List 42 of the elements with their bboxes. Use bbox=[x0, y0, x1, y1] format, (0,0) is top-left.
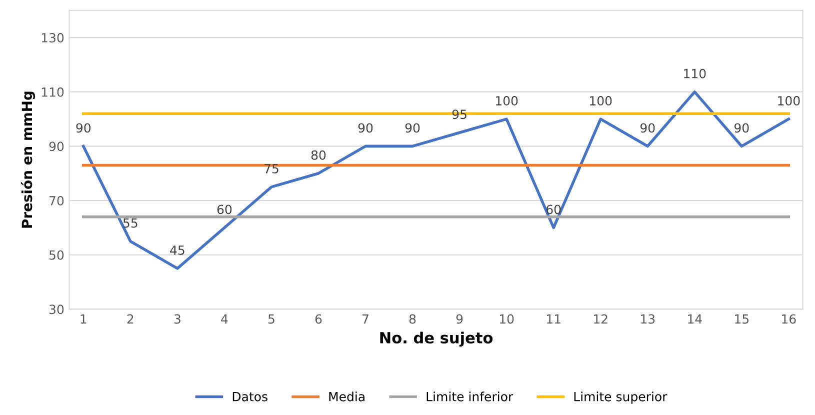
data-label: 45 bbox=[170, 246, 184, 255]
legend-label: Limite inferior bbox=[426, 392, 514, 402]
y-tick-label: 130 bbox=[42, 33, 64, 42]
data-label: 100 bbox=[778, 96, 800, 106]
data-label: 75 bbox=[264, 164, 278, 174]
legend-label: Limite superior bbox=[574, 392, 668, 404]
data-label: 100 bbox=[496, 96, 518, 106]
y-tick-label: 90 bbox=[49, 142, 64, 152]
x-tick-label: 12 bbox=[594, 314, 608, 324]
y-tick-label: 30 bbox=[49, 304, 64, 314]
x-tick-label: 14 bbox=[688, 314, 702, 324]
x-tick-label: 1 bbox=[80, 314, 86, 324]
x-tick-label: 4 bbox=[221, 314, 228, 324]
data-label: 90 bbox=[405, 123, 420, 133]
x-tick-label: 10 bbox=[500, 314, 514, 324]
x-tick-label: 13 bbox=[641, 314, 655, 324]
x-tick-label: 2 bbox=[127, 314, 134, 324]
y-axis-title: Presión en mmHg bbox=[20, 92, 35, 228]
legend-label: Datos bbox=[232, 392, 268, 402]
data-label: 90 bbox=[76, 123, 91, 133]
x-axis-title: No. de sujeto bbox=[380, 332, 493, 347]
x-tick-label: 6 bbox=[315, 314, 322, 324]
data-label: 110 bbox=[684, 68, 706, 78]
data-label: 80 bbox=[311, 150, 326, 160]
y-tick-label: 70 bbox=[50, 196, 64, 206]
data-label: 90 bbox=[640, 123, 655, 133]
x-tick-label: 11 bbox=[546, 314, 560, 324]
x-tick-label: 15 bbox=[735, 314, 749, 324]
data-label: 100 bbox=[590, 96, 612, 106]
legend-label: Media bbox=[329, 392, 364, 402]
x-tick-label: 8 bbox=[409, 314, 416, 324]
x-tick-label: 16 bbox=[782, 314, 796, 324]
y-tick-label: 50 bbox=[49, 250, 64, 260]
x-tick-label: 5 bbox=[268, 314, 274, 324]
data-label: 60 bbox=[217, 204, 232, 214]
data-label: 90 bbox=[358, 123, 373, 133]
x-tick-label: 9 bbox=[456, 314, 463, 324]
data-label: 90 bbox=[734, 123, 749, 133]
x-tick-label: 3 bbox=[174, 314, 180, 324]
x-tick-label: 7 bbox=[362, 314, 368, 324]
data-label: 55 bbox=[123, 218, 138, 228]
y-tick-label: 110 bbox=[42, 87, 64, 97]
